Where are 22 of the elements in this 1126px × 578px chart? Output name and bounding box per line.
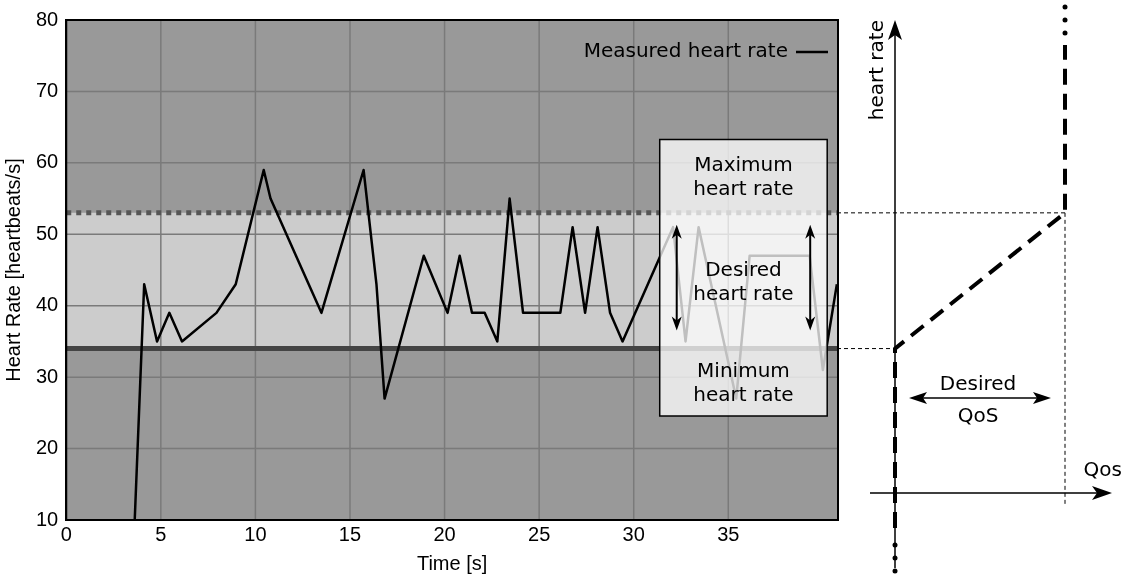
y-tick-label: 10 [36, 507, 59, 530]
band-label: Desired heart rate [693, 256, 794, 305]
x-tick-label: 10 [244, 522, 267, 545]
x-axis-title: Time [s] [416, 551, 488, 574]
y-tick-label: 30 [36, 364, 59, 387]
x-tick-label: 20 [433, 522, 456, 545]
y-tick-label: 50 [36, 221, 59, 244]
ref-line-label: Minimum heart rate [693, 358, 794, 407]
x-tick-label: 15 [338, 522, 362, 545]
x-tick-label: 5 [155, 522, 167, 545]
y-tick-label: 70 [36, 78, 59, 101]
y-tick-label: 80 [36, 7, 59, 30]
x-tick-label: 25 [528, 522, 551, 545]
y-tick-label: 60 [36, 150, 59, 173]
y-tick-label: 20 [36, 436, 59, 459]
x-tick-label: 35 [717, 522, 740, 545]
ref-line-label: Maximum heart rate [693, 152, 794, 201]
x-tick-label: 0 [60, 522, 72, 545]
y-tick-label: 40 [36, 293, 59, 316]
legend-label: Measured heart rate [583, 38, 788, 63]
x-tick-label: 30 [622, 522, 645, 545]
y-axis-title: Heart Rate [heartbeats/s] [1, 158, 24, 382]
